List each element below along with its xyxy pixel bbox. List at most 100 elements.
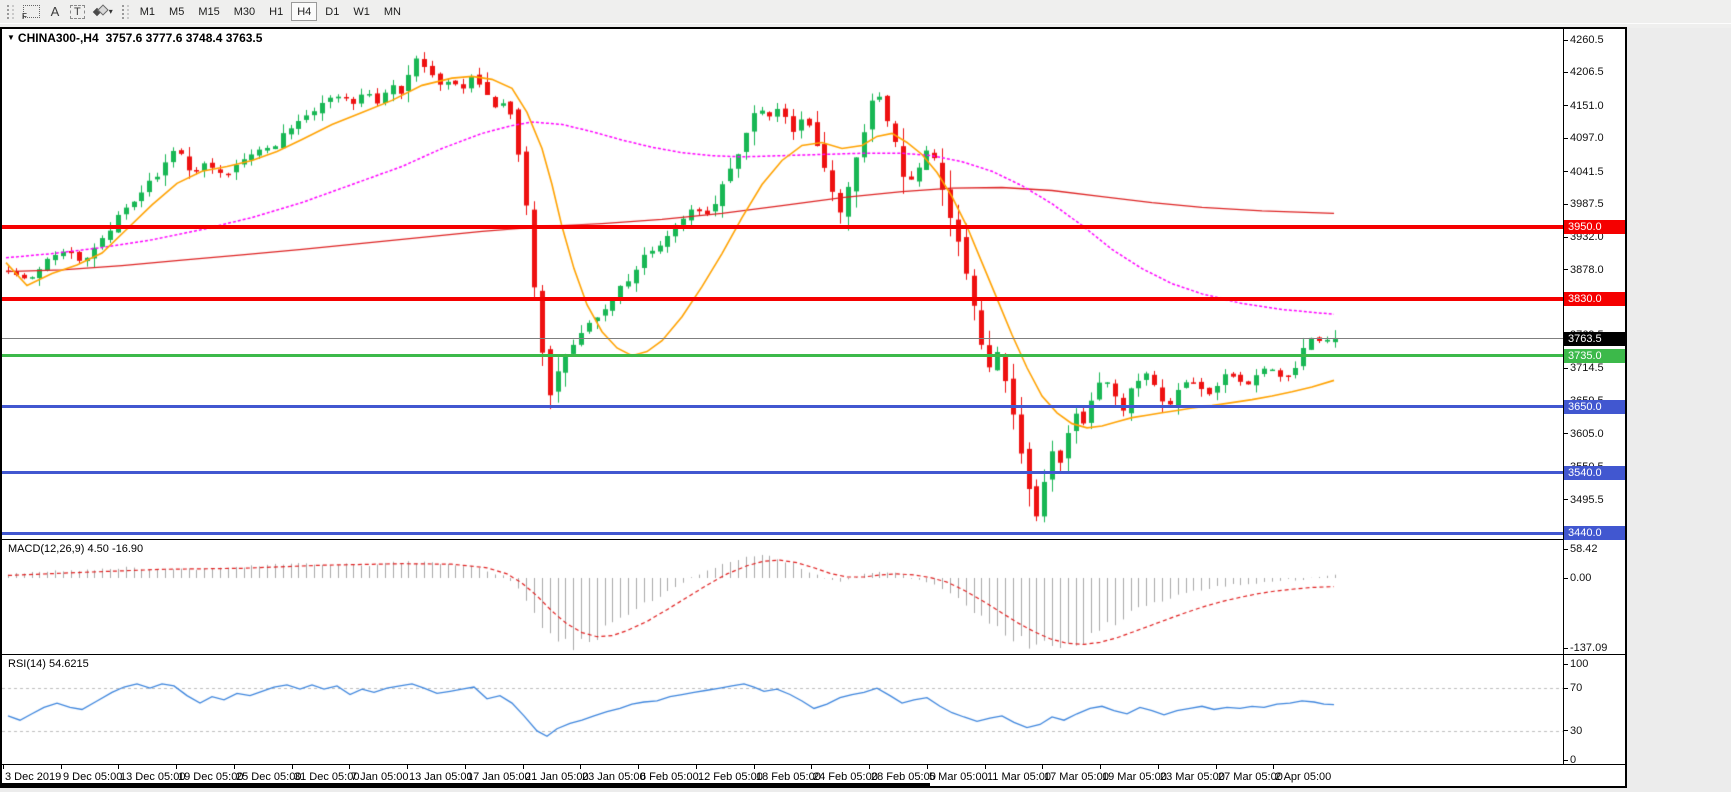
price-level-label-3440.0: 3440.0	[1564, 526, 1625, 540]
timeframe-button-D1[interactable]: D1	[319, 2, 345, 21]
time-axis-label: 27 Mar 05:00	[1218, 771, 1283, 783]
time-axis-tick-mark	[638, 765, 639, 769]
timeframe-button-MN[interactable]: MN	[378, 2, 407, 21]
time-axis-tick-mark	[869, 765, 870, 769]
toolbar: F A T ▾ M1 M5 M15 M30 H1 H4 D1 W1 MN	[0, 0, 1731, 23]
chart-title: ▼ CHINA300-,H4 3757.6 3777.6 3748.4 3763.5	[7, 31, 262, 45]
timeframe-button-M30[interactable]: M30	[228, 2, 261, 21]
time-axis-label: 3 Dec 2019	[5, 771, 62, 783]
time-axis-border	[0, 764, 1625, 765]
time-axis-tick-mark	[349, 765, 350, 769]
time-axis-tick-mark	[696, 765, 697, 769]
price-level-label-3650.0: 3650.0	[1564, 400, 1625, 414]
time-axis-label: 2 Apr 05:00	[1275, 771, 1332, 783]
price-axis-tick: 4206.5	[1570, 66, 1604, 79]
text-tool-button[interactable]: A	[44, 2, 66, 22]
horizontal-scrollbar-thumb[interactable]	[0, 783, 930, 788]
toolbar-drag-handle[interactable]	[7, 4, 14, 19]
fibonacci-icon: F	[22, 5, 40, 21]
hline-3650.0[interactable]	[2, 405, 1563, 408]
timeframe-toolbar: M1 M5 M15 M30 H1 H4 D1 W1 MN	[134, 2, 407, 21]
rsi-canvas[interactable]	[2, 656, 1563, 763]
time-axis-tick-mark	[1216, 765, 1217, 769]
rsi-current-value: 54.6215	[48, 658, 89, 670]
time-axis-label: 17 Jan 05:00	[467, 771, 531, 783]
time-axis-label: 13 Jan 05:00	[409, 771, 473, 783]
time-axis-tick-mark	[176, 765, 177, 769]
time-axis-tick-mark	[1100, 765, 1101, 769]
price-level-label-3540.0: 3540.0	[1564, 466, 1625, 480]
time-axis-tick-mark	[1158, 765, 1159, 769]
timeframe-button-H1[interactable]: H1	[263, 2, 289, 21]
macd-canvas[interactable]	[2, 541, 1563, 653]
price-axis-tick-mark	[1563, 71, 1568, 73]
toolbar-separator	[0, 23, 1731, 28]
fibonacci-tool-button[interactable]: F	[19, 2, 44, 22]
hline-3950.0[interactable]	[2, 225, 1563, 229]
price-axis-tick-mark	[1563, 236, 1568, 238]
price-axis-tick: 3495.5	[1570, 493, 1604, 506]
dropdown-arrow-icon[interactable]: ▾	[108, 7, 113, 16]
line-studies-toolbar: F A T ▾ M1 M5 M15 M30 H1 H4 D1 W1 MN	[2, 1, 407, 22]
chart-border-right	[1625, 27, 1627, 788]
time-axis-label: 7 Jan 05:00	[351, 771, 409, 783]
timeframe-button-W1[interactable]: W1	[347, 2, 376, 21]
chart-border-top	[0, 27, 1627, 29]
pane-divider-macd[interactable]	[0, 539, 1625, 540]
time-axis-label: 21 Jan 05:00	[525, 771, 589, 783]
macd-axis-tick: -137.09	[1570, 642, 1608, 654]
time-axis-label: 12 Feb 05:00	[698, 771, 763, 783]
price-axis-tick: 3878.0	[1570, 263, 1604, 276]
timeframe-button-M15[interactable]: M15	[192, 2, 225, 21]
price-chart-canvas[interactable]	[2, 29, 1563, 538]
text-icon: A	[50, 4, 60, 19]
time-axis-label: 24 Feb 05:00	[813, 771, 878, 783]
price-axis-tick-mark	[1563, 367, 1568, 369]
rsi-axis-tick: 70	[1570, 682, 1583, 695]
rsi-axis-tick: 100	[1570, 658, 1589, 670]
price-axis-tick-mark	[1563, 499, 1568, 501]
time-axis-tick-mark	[3, 765, 4, 769]
price-axis-tick-mark	[1563, 433, 1568, 435]
time-axis-label: 11 Mar 05:00	[987, 771, 1052, 783]
time-axis-tick-mark	[118, 765, 119, 769]
hline-3735.0[interactable]	[2, 354, 1563, 357]
price-axis-tick: 4041.5	[1570, 165, 1604, 178]
pane-divider-rsi[interactable]	[0, 654, 1625, 655]
time-axis-tick-mark	[927, 765, 928, 769]
text-label-icon: T	[70, 4, 85, 19]
price-axis-tick: 3605.0	[1570, 427, 1604, 440]
time-axis-label: 25 Dec 05:00	[236, 771, 302, 783]
hline-3540.0[interactable]	[2, 471, 1563, 474]
symbol-name: CHINA300-,H4	[17, 31, 99, 45]
hline-3440.0[interactable]	[2, 532, 1563, 535]
text-label-tool-button[interactable]: T	[66, 2, 89, 22]
price-axis-tick: 4260.5	[1570, 34, 1604, 46]
hline-3763.5[interactable]	[2, 338, 1563, 339]
time-axis-label: 18 Feb 05:00	[756, 771, 821, 783]
timeframe-button-H4[interactable]: H4	[291, 2, 318, 21]
time-axis-label: 19 Dec 05:00	[178, 771, 244, 783]
time-axis-label: 13 Dec 05:00	[120, 771, 186, 783]
rsi-axis-tick-mark	[1563, 759, 1568, 761]
rsi-axis-tick: 30	[1570, 724, 1583, 737]
rsi-axis-tick-mark	[1563, 730, 1568, 732]
timeframe-button-M1[interactable]: M1	[134, 2, 161, 21]
macd-axis-tick: 58.42	[1570, 543, 1598, 555]
ohlc-values: 3757.6 3777.6 3748.4 3763.5	[105, 31, 263, 45]
price-axis-tick-mark	[1563, 39, 1568, 41]
time-axis-label: 23 Jan 05:00	[582, 771, 646, 783]
price-level-label-3735.0: 3735.0	[1564, 349, 1625, 363]
chart-border-left	[0, 27, 2, 788]
shapes-tool-button[interactable]: ▾	[89, 2, 117, 22]
toolbar-drag-handle[interactable]	[121, 4, 129, 19]
time-axis-tick-mark	[465, 765, 466, 769]
hline-3830.0[interactable]	[2, 297, 1563, 301]
symbol-dropdown-icon[interactable]: ▼	[7, 33, 15, 42]
timeframe-button-M5[interactable]: M5	[163, 2, 190, 21]
time-axis-tick-mark	[61, 765, 62, 769]
macd-indicator-label: MACD(12,26,9) 4.50 -16.90	[8, 543, 143, 555]
time-axis-tick-mark	[407, 765, 408, 769]
rsi-axis-tick-mark	[1563, 687, 1568, 689]
